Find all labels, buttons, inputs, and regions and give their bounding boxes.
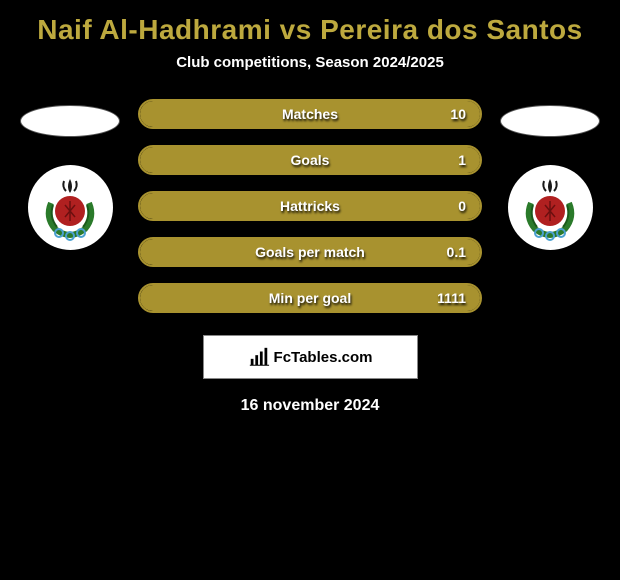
player-photo-placeholder-right: [500, 105, 600, 137]
stat-label: Goals per match: [255, 244, 365, 260]
stat-label: Matches: [282, 106, 338, 122]
main-row: Matches 10 Goals 1 Hattricks 0 Goals per…: [10, 99, 610, 313]
club-crest-icon: [515, 173, 585, 243]
club-badge-right: [508, 165, 593, 250]
brand-text: FcTables.com: [274, 349, 373, 366]
stats-column: Matches 10 Goals 1 Hattricks 0 Goals per…: [138, 99, 482, 313]
stat-value: 1: [458, 152, 466, 168]
left-player-col: [20, 99, 120, 250]
date-line: 16 november 2024: [10, 379, 610, 415]
stat-bar-min-per-goal: Min per goal 1111: [138, 283, 482, 313]
stat-label: Hattricks: [280, 198, 340, 214]
page-subtitle: Club competitions, Season 2024/2025: [10, 54, 610, 99]
stat-label: Goals: [291, 152, 330, 168]
stat-value: 10: [450, 106, 466, 122]
page-title: Naif Al-Hadhrami vs Pereira dos Santos: [10, 0, 610, 54]
stat-label: Min per goal: [269, 290, 351, 306]
stat-bar-goals: Goals 1: [138, 145, 482, 175]
club-badge-left: [28, 165, 113, 250]
club-crest-icon: [35, 173, 105, 243]
brand-box: FcTables.com: [203, 335, 418, 379]
stat-value: 0: [458, 198, 466, 214]
bar-chart-icon: [248, 346, 270, 368]
stat-value: 1111: [437, 290, 466, 306]
stat-bar-matches: Matches 10: [138, 99, 482, 129]
stat-bar-goals-per-match: Goals per match 0.1: [138, 237, 482, 267]
player-photo-placeholder-left: [20, 105, 120, 137]
stat-value: 0.1: [447, 244, 466, 260]
right-player-col: [500, 99, 600, 250]
stat-bar-hattricks: Hattricks 0: [138, 191, 482, 221]
